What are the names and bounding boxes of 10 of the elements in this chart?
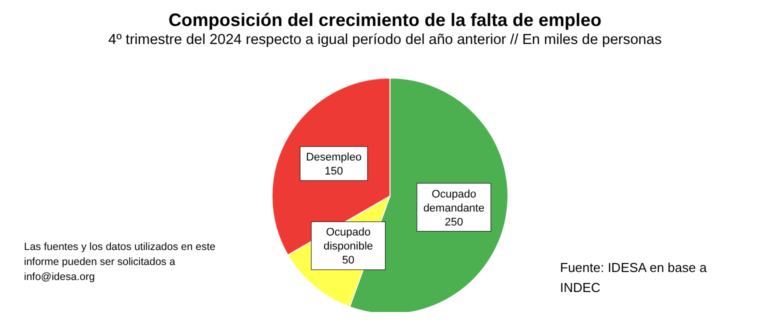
data-label: 50 [342, 254, 354, 267]
text: Las fuentes y los datos utilizados en este informe pueden ser solicitados a info@idesa.org [24, 240, 216, 285]
slice-label: Ocupado demandante [423, 188, 484, 214]
chart-subtitle: 4º trimestre del 2024 respecto a igual período del año anterior // En miles de personas [107, 32, 663, 48]
chart-title: Composición del crecimiento de la falta de empleo [167, 10, 603, 31]
source-note: Fuente: IDESA en base a INDEC [560, 259, 708, 297]
data-label: 150 [324, 166, 343, 178]
slice-label: Ocupado disponible [324, 226, 374, 253]
data-label: 250 [444, 216, 464, 228]
slice-label: Desempleo [306, 152, 362, 164]
